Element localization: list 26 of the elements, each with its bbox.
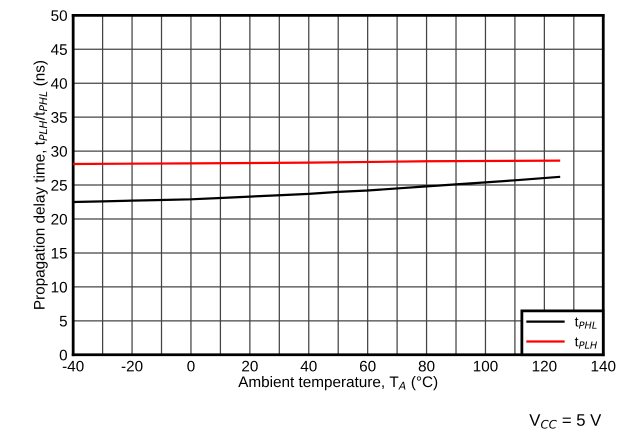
y-axis-title: Propagation delay time, t$_{PLH}$/t$_{PHL}$ (ns) (33, 60, 48, 309)
x-tick-label: 60 (360, 360, 376, 372)
x-tick-label: 20 (242, 360, 258, 372)
y-tick-label: 0 (60, 350, 68, 360)
y-tick-label: 40 (50, 78, 68, 89)
y-tick-label: 20 (51, 214, 68, 225)
y-tick-label: 30 (51, 146, 68, 157)
y-tick-label: 10 (52, 282, 68, 293)
y-tick-label: 50 (51, 10, 68, 22)
legend-label: t$_{PHL}$ (574, 317, 597, 329)
y-tick-label: 45 (50, 44, 67, 55)
legend-label: t$_{PLH}$ (574, 337, 597, 349)
y-tick-label: 5 (60, 316, 67, 327)
x-tick-label: 100 (474, 360, 498, 372)
x-tick-label: 120 (532, 360, 557, 372)
text: V$_{CC}$ = 5 V (529, 414, 602, 429)
y-tick-label: 25 (51, 180, 67, 191)
y-tick-label: 15 (52, 248, 67, 259)
x-tick-label: -20 (122, 360, 143, 372)
x-tick-label: 0 (187, 360, 195, 372)
x-tick-label: 140 (592, 360, 616, 372)
x-tick-label: 80 (418, 360, 434, 372)
x-tick-label: -40 (62, 360, 84, 372)
y-tick-label: 35 (51, 112, 67, 123)
x-axis-title: Ambient temperature, T$_{A}$ (°C) (238, 376, 438, 390)
x-tick-label: 40 (300, 360, 317, 372)
